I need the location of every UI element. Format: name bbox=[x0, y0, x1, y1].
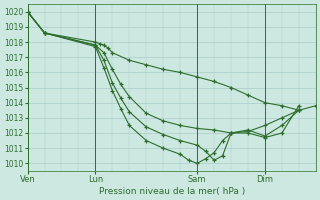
X-axis label: Pression niveau de la mer( hPa ): Pression niveau de la mer( hPa ) bbox=[99, 187, 245, 196]
